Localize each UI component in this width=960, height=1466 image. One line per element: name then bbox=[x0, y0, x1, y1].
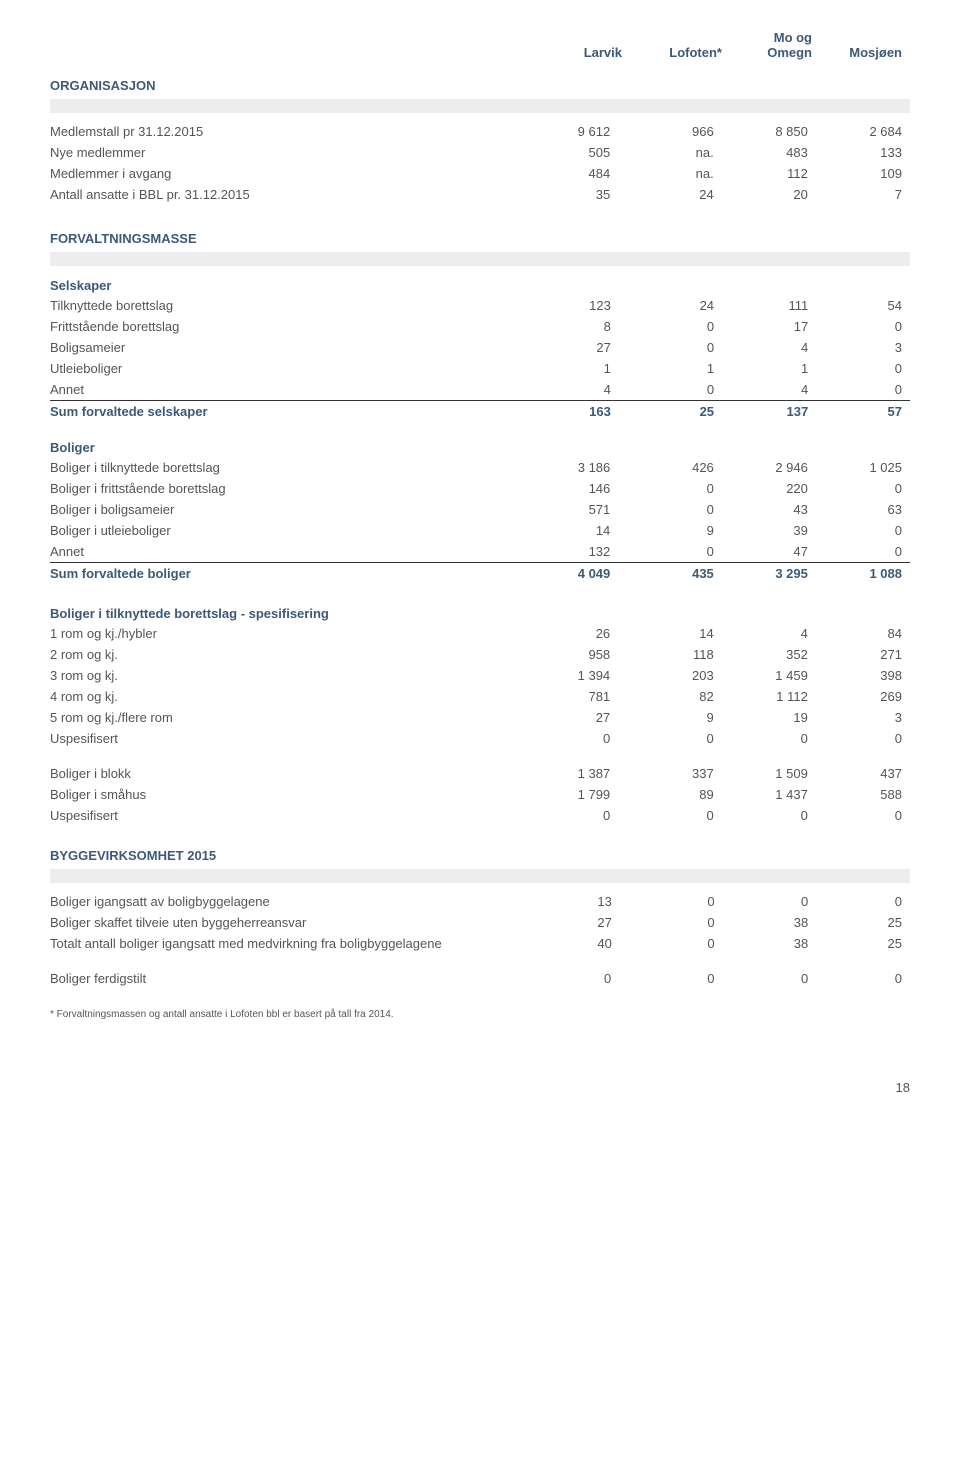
spacer bbox=[50, 99, 910, 113]
table-row: Nye medlemmer505na.483133 bbox=[50, 142, 910, 163]
col-headers: Larvik Lofoten* Omegn Mosjøen bbox=[50, 45, 910, 60]
table-row: 1 rom og kj./hybler2614484 bbox=[50, 623, 910, 644]
sub-boliger: Boliger bbox=[50, 440, 910, 455]
table-row: 3 rom og kj.1 3942031 459398 bbox=[50, 665, 910, 686]
table-row: Annet1320470 bbox=[50, 541, 910, 563]
table-row: Uspesifisert0000 bbox=[50, 805, 910, 826]
section-forvaltningsmasse: FORVALTNINGSMASSE bbox=[50, 231, 910, 246]
table-organisasjon: Medlemstall pr 31.12.20159 6129668 8502 … bbox=[50, 121, 910, 205]
table-spesifisering: 1 rom og kj./hybler2614484 2 rom og kj.9… bbox=[50, 623, 910, 749]
table-boliger: Boliger i tilknyttede borettslag3 186426… bbox=[50, 457, 910, 584]
table-spesifisering-2: Boliger i blokk1 3873371 509437 Boliger … bbox=[50, 763, 910, 826]
table-row: Boliger ferdigstilt0000 bbox=[50, 968, 910, 989]
col-header-top: Mo og bbox=[50, 30, 910, 45]
table-row: Utleieboliger1110 bbox=[50, 358, 910, 379]
table-row: Frittstående borettslag80170 bbox=[50, 316, 910, 337]
page-number: 18 bbox=[50, 1080, 910, 1095]
table-row: 2 rom og kj.958118352271 bbox=[50, 644, 910, 665]
table-row: Boliger i boligsameier57104363 bbox=[50, 499, 910, 520]
table-row: Medlemmer i avgang484na.112109 bbox=[50, 163, 910, 184]
col-header-omegn: Omegn bbox=[730, 45, 820, 60]
sub-selskaper: Selskaper bbox=[50, 278, 910, 293]
table-row: Annet4040 bbox=[50, 379, 910, 401]
sum-row: Sum forvaltede selskaper1632513757 bbox=[50, 401, 910, 423]
table-row: Medlemstall pr 31.12.20159 6129668 8502 … bbox=[50, 121, 910, 142]
table-row: Boliger i utleieboliger149390 bbox=[50, 520, 910, 541]
sub-spesifisering: Boliger i tilknyttede borettslag - spesi… bbox=[50, 606, 910, 621]
table-row: Antall ansatte i BBL pr. 31.12.201535242… bbox=[50, 184, 910, 205]
table-byggevirksomhet: Boliger igangsatt av boligbyggelagene130… bbox=[50, 891, 910, 954]
table-row: Boliger igangsatt av boligbyggelagene130… bbox=[50, 891, 910, 912]
table-row: Totalt antall boliger igangsatt med medv… bbox=[50, 933, 910, 954]
spacer bbox=[50, 869, 910, 883]
section-byggevirksomhet: BYGGEVIRKSOMHET 2015 bbox=[50, 848, 910, 863]
table-row: Boliger i småhus1 799891 437588 bbox=[50, 784, 910, 805]
sum-row: Sum forvaltede boliger4 0494353 2951 088 bbox=[50, 563, 910, 585]
table-row: 4 rom og kj.781821 112269 bbox=[50, 686, 910, 707]
table-row: Boliger skaffet tilveie uten byggeherrea… bbox=[50, 912, 910, 933]
table-row: Uspesifisert0000 bbox=[50, 728, 910, 749]
spacer bbox=[50, 252, 910, 266]
table-row: Tilknyttede borettslag1232411154 bbox=[50, 295, 910, 316]
col-header-larvik: Larvik bbox=[540, 45, 630, 60]
table-row: Boliger i blokk1 3873371 509437 bbox=[50, 763, 910, 784]
table-row: Boligsameier27043 bbox=[50, 337, 910, 358]
table-selskaper: Tilknyttede borettslag1232411154 Frittst… bbox=[50, 295, 910, 422]
table-ferdigstilt: Boliger ferdigstilt0000 bbox=[50, 968, 910, 989]
table-row: Boliger i tilknyttede borettslag3 186426… bbox=[50, 457, 910, 478]
col-header-mosjoen: Mosjøen bbox=[820, 45, 910, 60]
section-organisasjon: ORGANISASJON bbox=[50, 78, 910, 93]
col-header-lofoten: Lofoten* bbox=[630, 45, 730, 60]
col-header-moog-top: Mo og bbox=[730, 30, 820, 45]
table-row: Boliger i frittstående borettslag1460220… bbox=[50, 478, 910, 499]
footnote: * Forvaltningsmassen og antall ansatte i… bbox=[50, 1009, 910, 1020]
table-row: 5 rom og kj./flere rom279193 bbox=[50, 707, 910, 728]
